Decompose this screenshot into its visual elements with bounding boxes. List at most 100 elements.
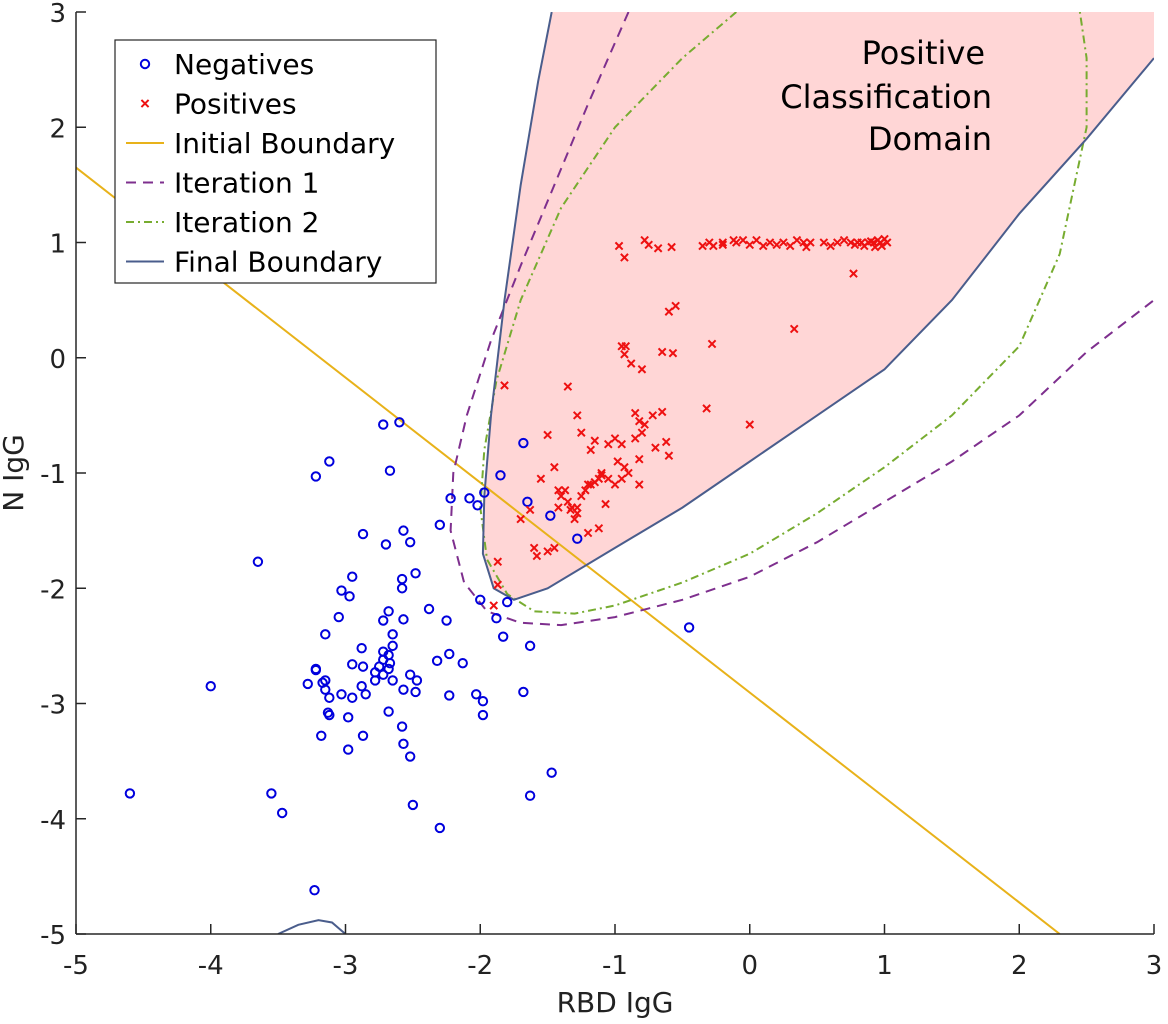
positive-point xyxy=(644,240,653,250)
positive-point xyxy=(668,348,678,358)
y-tick-label: -5 xyxy=(40,921,66,951)
negative-point xyxy=(347,659,358,670)
boundary-final-boundary xyxy=(481,12,1154,601)
positive-point xyxy=(566,505,575,515)
positive-point xyxy=(570,514,579,524)
negative-point xyxy=(342,744,354,755)
x-tick-label: 2 xyxy=(1011,951,1028,981)
positive-point xyxy=(577,428,586,437)
positive-point xyxy=(610,480,620,489)
negative-point xyxy=(378,419,389,430)
legend: Negatives Positives Initial Boundary Iterat… xyxy=(114,39,437,284)
negative-point xyxy=(423,603,435,615)
positive-point xyxy=(529,543,539,553)
positive-point xyxy=(653,243,663,253)
negative-point xyxy=(357,528,369,540)
positive-point xyxy=(621,341,631,351)
x-tick-label: -5 xyxy=(63,951,89,981)
positive-point xyxy=(560,485,570,495)
negative-point xyxy=(431,655,443,667)
positive-point xyxy=(792,235,802,245)
y-tick-label: -3 xyxy=(40,691,66,721)
negative-point xyxy=(369,667,381,678)
positive-point xyxy=(634,480,644,489)
x-axis-label: RBD IgG xyxy=(557,986,674,1019)
legend-label: Initial Boundary xyxy=(174,127,395,160)
negative-point xyxy=(347,692,358,703)
negative-point xyxy=(320,675,331,686)
positive-point xyxy=(572,503,582,512)
positive-point xyxy=(779,238,788,247)
negative-point xyxy=(683,622,695,633)
legend-label: Positives xyxy=(174,88,297,121)
x-tick-label: 3 xyxy=(1146,951,1163,981)
negative-point xyxy=(518,686,529,698)
negative-point xyxy=(394,417,405,428)
positive-point xyxy=(698,241,707,251)
y-tick-label: 1 xyxy=(49,230,66,260)
positive-point xyxy=(603,474,613,484)
negative-point xyxy=(383,663,394,675)
negative-point xyxy=(302,678,313,690)
x-tick-label: 0 xyxy=(741,951,758,981)
negative-point xyxy=(497,631,509,642)
negative-point xyxy=(441,615,452,626)
positive-point xyxy=(550,543,559,553)
negative-point xyxy=(344,591,355,602)
positive-point xyxy=(630,434,640,443)
negative-point xyxy=(411,675,423,686)
negative-point xyxy=(320,629,331,640)
negative-point xyxy=(324,692,335,703)
legend-marker-negatives xyxy=(139,58,151,70)
negative-point xyxy=(124,788,136,799)
negative-point xyxy=(524,640,536,652)
positive-point xyxy=(651,443,660,452)
negative-point xyxy=(502,596,513,608)
negative-point xyxy=(384,657,396,669)
positive-point xyxy=(536,474,546,484)
negative-point xyxy=(434,822,446,834)
positive-point xyxy=(839,235,849,245)
positive-point xyxy=(802,242,811,252)
positive-point xyxy=(731,238,741,247)
negative-point xyxy=(383,606,394,617)
negative-point xyxy=(380,539,392,550)
negative-point xyxy=(252,556,264,567)
positive-point xyxy=(671,301,680,311)
boundary-iteration-2 xyxy=(479,12,1088,615)
positive-point xyxy=(500,381,509,390)
negative-point xyxy=(387,629,398,640)
positive-point xyxy=(617,474,627,484)
negative-point xyxy=(434,519,446,531)
x-tick-label: -4 xyxy=(198,951,224,981)
negative-point xyxy=(317,677,328,688)
negative-point xyxy=(475,594,486,605)
positive-point xyxy=(882,238,892,247)
negative-point xyxy=(524,790,536,801)
positive-domain-annotation: Positive Classification Domain xyxy=(780,34,992,158)
positive-point xyxy=(563,497,573,507)
positive-point xyxy=(752,235,761,245)
y-tick-label: 2 xyxy=(49,114,66,144)
negative-point xyxy=(336,689,347,700)
positive-point xyxy=(634,416,644,426)
positive-point xyxy=(601,499,610,509)
positive-point xyxy=(772,240,782,250)
positive-point xyxy=(745,240,755,250)
negative-point xyxy=(479,487,490,498)
boundary-initial-boundary xyxy=(76,166,1061,934)
x-tick-label: 1 xyxy=(876,951,893,981)
positive-point xyxy=(586,445,596,455)
final-boundary-lower-lobe xyxy=(277,919,347,934)
negative-point xyxy=(404,536,416,548)
negative-point xyxy=(384,465,396,476)
negative-point xyxy=(491,613,502,624)
positive-point xyxy=(745,420,755,429)
negative-point xyxy=(309,885,320,896)
legend-box xyxy=(114,39,437,284)
positive-point xyxy=(563,382,573,391)
negative-point xyxy=(477,695,489,707)
positive-point xyxy=(634,454,644,464)
negative-point xyxy=(266,788,277,799)
positive-point xyxy=(493,557,503,567)
